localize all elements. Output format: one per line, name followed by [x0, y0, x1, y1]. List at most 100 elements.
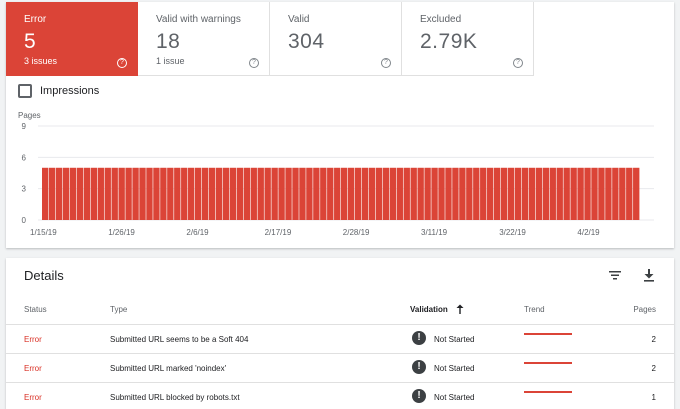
- bar[interactable]: [97, 167, 104, 220]
- bar[interactable]: [452, 167, 459, 220]
- bar[interactable]: [139, 167, 146, 220]
- bar[interactable]: [320, 167, 327, 220]
- bar[interactable]: [375, 167, 383, 220]
- bar[interactable]: [201, 167, 209, 220]
- impressions-toggle[interactable]: Impressions: [18, 84, 99, 98]
- bar[interactable]: [556, 167, 563, 220]
- bar[interactable]: [361, 167, 369, 220]
- bar[interactable]: [549, 167, 556, 220]
- bar[interactable]: [90, 167, 98, 220]
- bar[interactable]: [598, 167, 605, 220]
- bar[interactable]: [69, 167, 77, 220]
- bar[interactable]: [285, 167, 292, 220]
- bar[interactable]: [334, 167, 341, 220]
- column-header-type[interactable]: Type: [110, 305, 128, 314]
- bar[interactable]: [229, 167, 237, 220]
- bar[interactable]: [389, 167, 397, 220]
- table-row[interactable]: Error Submitted URL seems to be a Soft 4…: [6, 324, 674, 352]
- bar[interactable]: [473, 167, 480, 220]
- bar[interactable]: [264, 167, 271, 220]
- bar[interactable]: [118, 167, 125, 220]
- help-icon[interactable]: ?: [249, 58, 259, 68]
- bar[interactable]: [194, 167, 202, 220]
- download-icon[interactable]: [641, 268, 657, 282]
- bar[interactable]: [83, 167, 91, 220]
- bar[interactable]: [42, 167, 49, 220]
- bar[interactable]: [577, 167, 584, 220]
- bar[interactable]: [188, 167, 195, 220]
- bar[interactable]: [174, 167, 181, 220]
- bar[interactable]: [299, 167, 306, 220]
- column-header-pages[interactable]: Pages: [633, 305, 656, 314]
- bar[interactable]: [48, 167, 56, 220]
- bar[interactable]: [507, 167, 515, 220]
- bar[interactable]: [514, 167, 522, 220]
- bar[interactable]: [417, 167, 424, 220]
- column-header-trend[interactable]: Trend: [524, 305, 545, 314]
- table-row[interactable]: Error Submitted URL marked 'noindex' ! N…: [6, 353, 674, 381]
- bar[interactable]: [431, 167, 438, 220]
- bar[interactable]: [612, 167, 619, 220]
- help-icon[interactable]: ?: [117, 58, 127, 68]
- bar[interactable]: [487, 167, 494, 220]
- sort-arrow-up-icon[interactable]: [456, 304, 464, 314]
- bar[interactable]: [347, 167, 355, 220]
- column-header-validation[interactable]: Validation: [410, 305, 448, 314]
- bar[interactable]: [146, 167, 153, 220]
- filter-icon[interactable]: [607, 268, 623, 282]
- bar[interactable]: [480, 167, 487, 220]
- bar[interactable]: [313, 167, 320, 220]
- bar[interactable]: [62, 167, 70, 220]
- bar[interactable]: [563, 167, 570, 220]
- bar[interactable]: [104, 167, 111, 220]
- bar[interactable]: [493, 167, 501, 220]
- bar[interactable]: [215, 167, 223, 220]
- bar[interactable]: [278, 167, 285, 220]
- bar[interactable]: [403, 167, 410, 220]
- bar[interactable]: [542, 167, 549, 220]
- tile-valid-with-warnings[interactable]: Valid with warnings 18 1 issue ?: [138, 2, 270, 76]
- bar[interactable]: [271, 167, 278, 220]
- bar[interactable]: [76, 167, 84, 220]
- tile-error[interactable]: Error 5 3 issues ?: [6, 2, 138, 76]
- bar[interactable]: [341, 167, 348, 220]
- bar[interactable]: [584, 167, 591, 220]
- help-icon[interactable]: ?: [381, 58, 391, 68]
- bar[interactable]: [382, 167, 390, 220]
- tile-valid[interactable]: Valid 304 ?: [270, 2, 402, 76]
- bar[interactable]: [181, 167, 188, 220]
- bar[interactable]: [500, 167, 508, 220]
- help-icon[interactable]: ?: [513, 58, 523, 68]
- bar[interactable]: [167, 167, 174, 220]
- bar[interactable]: [243, 167, 250, 220]
- tile-excluded[interactable]: Excluded 2.79K ?: [402, 2, 534, 76]
- column-header-status[interactable]: Status: [24, 305, 47, 314]
- bar[interactable]: [605, 167, 612, 220]
- bar[interactable]: [528, 167, 536, 220]
- bar[interactable]: [132, 167, 139, 220]
- bar[interactable]: [292, 167, 299, 220]
- bar[interactable]: [208, 167, 216, 220]
- bar[interactable]: [396, 167, 403, 220]
- bar[interactable]: [250, 167, 257, 220]
- bar[interactable]: [591, 167, 598, 220]
- bar[interactable]: [459, 167, 466, 220]
- bar[interactable]: [222, 167, 230, 220]
- bar[interactable]: [160, 167, 167, 220]
- bar[interactable]: [306, 167, 313, 220]
- impressions-checkbox[interactable]: [18, 84, 32, 98]
- bar[interactable]: [410, 167, 417, 220]
- bar[interactable]: [445, 167, 452, 220]
- bar[interactable]: [633, 167, 640, 220]
- table-row[interactable]: Error Submitted URL blocked by robots.tx…: [6, 382, 674, 409]
- bar[interactable]: [424, 167, 431, 220]
- bar[interactable]: [236, 167, 244, 220]
- bar[interactable]: [327, 167, 334, 220]
- bar[interactable]: [368, 167, 376, 220]
- bar[interactable]: [153, 167, 160, 220]
- bar[interactable]: [619, 167, 626, 220]
- bar[interactable]: [570, 167, 577, 220]
- bar[interactable]: [521, 167, 529, 220]
- bar[interactable]: [257, 167, 264, 220]
- bar[interactable]: [438, 167, 445, 220]
